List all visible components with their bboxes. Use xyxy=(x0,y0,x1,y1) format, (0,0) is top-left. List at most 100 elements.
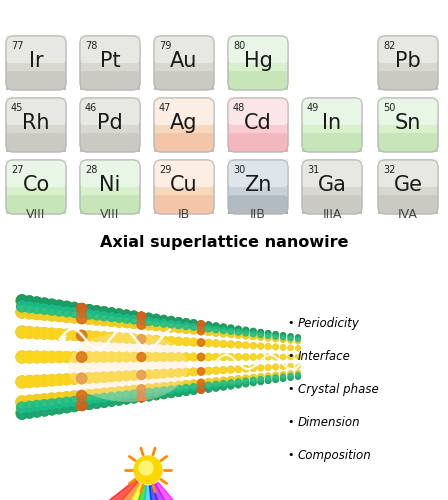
Circle shape xyxy=(236,330,241,335)
Circle shape xyxy=(77,390,87,401)
FancyBboxPatch shape xyxy=(378,148,438,150)
FancyBboxPatch shape xyxy=(80,73,140,75)
FancyBboxPatch shape xyxy=(154,84,214,86)
Circle shape xyxy=(235,376,241,382)
Circle shape xyxy=(77,400,87,410)
Circle shape xyxy=(77,401,86,410)
Circle shape xyxy=(220,324,227,331)
FancyBboxPatch shape xyxy=(80,122,140,124)
FancyBboxPatch shape xyxy=(6,61,66,63)
FancyBboxPatch shape xyxy=(6,126,66,128)
Circle shape xyxy=(114,333,124,342)
FancyBboxPatch shape xyxy=(378,36,438,63)
Circle shape xyxy=(220,384,226,390)
FancyBboxPatch shape xyxy=(6,54,66,56)
Circle shape xyxy=(129,320,138,328)
Circle shape xyxy=(144,392,153,400)
Circle shape xyxy=(24,396,35,407)
FancyBboxPatch shape xyxy=(154,65,214,67)
Circle shape xyxy=(85,400,94,409)
Circle shape xyxy=(137,320,146,329)
FancyBboxPatch shape xyxy=(80,197,140,199)
FancyBboxPatch shape xyxy=(378,76,438,78)
Circle shape xyxy=(198,386,205,393)
Circle shape xyxy=(175,382,183,390)
FancyBboxPatch shape xyxy=(6,52,66,55)
FancyBboxPatch shape xyxy=(302,168,362,170)
FancyBboxPatch shape xyxy=(80,40,140,43)
Circle shape xyxy=(190,384,197,390)
FancyBboxPatch shape xyxy=(228,209,288,212)
Circle shape xyxy=(31,327,43,338)
FancyBboxPatch shape xyxy=(6,190,66,192)
FancyBboxPatch shape xyxy=(6,118,66,120)
Circle shape xyxy=(288,371,293,376)
Circle shape xyxy=(69,396,79,406)
FancyBboxPatch shape xyxy=(154,160,214,214)
Circle shape xyxy=(17,295,27,306)
Circle shape xyxy=(16,407,28,419)
FancyBboxPatch shape xyxy=(80,174,140,176)
Circle shape xyxy=(39,406,50,416)
FancyBboxPatch shape xyxy=(302,188,362,190)
Circle shape xyxy=(265,373,271,378)
Circle shape xyxy=(296,374,300,379)
FancyBboxPatch shape xyxy=(228,98,288,152)
FancyBboxPatch shape xyxy=(6,144,66,146)
FancyBboxPatch shape xyxy=(6,186,66,188)
Circle shape xyxy=(24,402,35,412)
FancyBboxPatch shape xyxy=(6,81,66,83)
Circle shape xyxy=(47,404,57,415)
FancyBboxPatch shape xyxy=(80,206,140,208)
Circle shape xyxy=(281,333,285,338)
FancyBboxPatch shape xyxy=(378,50,438,52)
Circle shape xyxy=(61,330,72,340)
FancyBboxPatch shape xyxy=(378,160,438,187)
Circle shape xyxy=(47,399,57,409)
Circle shape xyxy=(243,332,249,339)
FancyBboxPatch shape xyxy=(6,127,66,129)
FancyBboxPatch shape xyxy=(378,36,438,38)
FancyBboxPatch shape xyxy=(154,104,214,106)
FancyBboxPatch shape xyxy=(228,190,288,192)
Circle shape xyxy=(115,396,123,405)
Circle shape xyxy=(167,369,175,377)
Circle shape xyxy=(236,330,241,335)
FancyBboxPatch shape xyxy=(80,189,140,191)
Circle shape xyxy=(243,375,249,382)
Circle shape xyxy=(213,323,219,330)
FancyBboxPatch shape xyxy=(154,44,214,46)
Circle shape xyxy=(32,406,42,417)
FancyBboxPatch shape xyxy=(6,114,66,116)
Circle shape xyxy=(265,344,271,349)
Circle shape xyxy=(107,372,116,382)
FancyBboxPatch shape xyxy=(378,98,438,100)
FancyBboxPatch shape xyxy=(6,197,66,199)
Circle shape xyxy=(77,396,86,405)
FancyBboxPatch shape xyxy=(80,76,140,78)
FancyBboxPatch shape xyxy=(378,163,438,166)
Circle shape xyxy=(175,388,183,396)
Circle shape xyxy=(77,352,87,362)
Circle shape xyxy=(107,308,116,316)
Circle shape xyxy=(205,385,212,392)
FancyBboxPatch shape xyxy=(302,196,362,198)
Circle shape xyxy=(212,378,220,385)
FancyBboxPatch shape xyxy=(228,66,288,68)
FancyBboxPatch shape xyxy=(378,140,438,142)
Circle shape xyxy=(152,391,160,400)
FancyBboxPatch shape xyxy=(80,144,140,146)
FancyBboxPatch shape xyxy=(80,42,140,44)
Circle shape xyxy=(130,316,138,324)
Circle shape xyxy=(138,390,145,398)
FancyBboxPatch shape xyxy=(378,144,438,146)
FancyBboxPatch shape xyxy=(378,160,438,162)
Circle shape xyxy=(152,336,160,344)
FancyBboxPatch shape xyxy=(302,150,362,152)
FancyBboxPatch shape xyxy=(228,65,288,67)
FancyBboxPatch shape xyxy=(154,56,214,58)
Circle shape xyxy=(122,315,131,323)
FancyBboxPatch shape xyxy=(378,190,438,192)
FancyBboxPatch shape xyxy=(6,194,66,196)
Circle shape xyxy=(205,326,212,332)
